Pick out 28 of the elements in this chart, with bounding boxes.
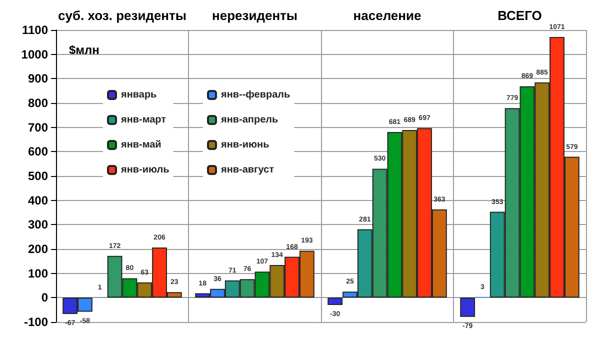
- x-tick-label: суб. хоз. резиденты: [58, 8, 187, 23]
- y-tick-label: 400: [28, 193, 48, 208]
- legend-label: янв-апрель: [221, 114, 278, 126]
- y-tick-label: 100: [28, 266, 48, 280]
- y-tick-label: 200: [28, 242, 48, 256]
- y-tick-label: 1000: [21, 47, 48, 62]
- x-tick-label: население: [353, 8, 422, 23]
- legend-label: янв--февраль: [221, 90, 290, 100]
- y-tick-label: 800: [28, 96, 48, 110]
- x-tick-label: нерезиденты: [212, 8, 298, 23]
- y-tick-label: 1100: [22, 23, 48, 37]
- y-tick-label: 900: [28, 72, 48, 86]
- y-tick-label: 700: [28, 120, 48, 134]
- x-tick-label: ВСЕГО: [498, 8, 542, 23]
- y-tick-label: 300: [28, 218, 48, 232]
- bar: [328, 298, 343, 305]
- y-tick-label: 600: [28, 144, 48, 159]
- y-axis-title: $млн: [69, 43, 100, 57]
- y-tick-label: 0: [41, 290, 48, 305]
- legend-label: янв-июнь: [221, 140, 270, 150]
- legend-label: янв-август: [221, 164, 274, 176]
- legend-label: янв-март: [121, 114, 166, 126]
- y-tick-label: -100: [24, 315, 48, 329]
- legend-label: январь: [121, 90, 157, 100]
- y-tick-label: 500: [28, 169, 48, 183]
- legend-label: янв-июль: [121, 164, 170, 176]
- bar: [460, 298, 476, 317]
- legend-label: янв-май: [121, 140, 162, 150]
